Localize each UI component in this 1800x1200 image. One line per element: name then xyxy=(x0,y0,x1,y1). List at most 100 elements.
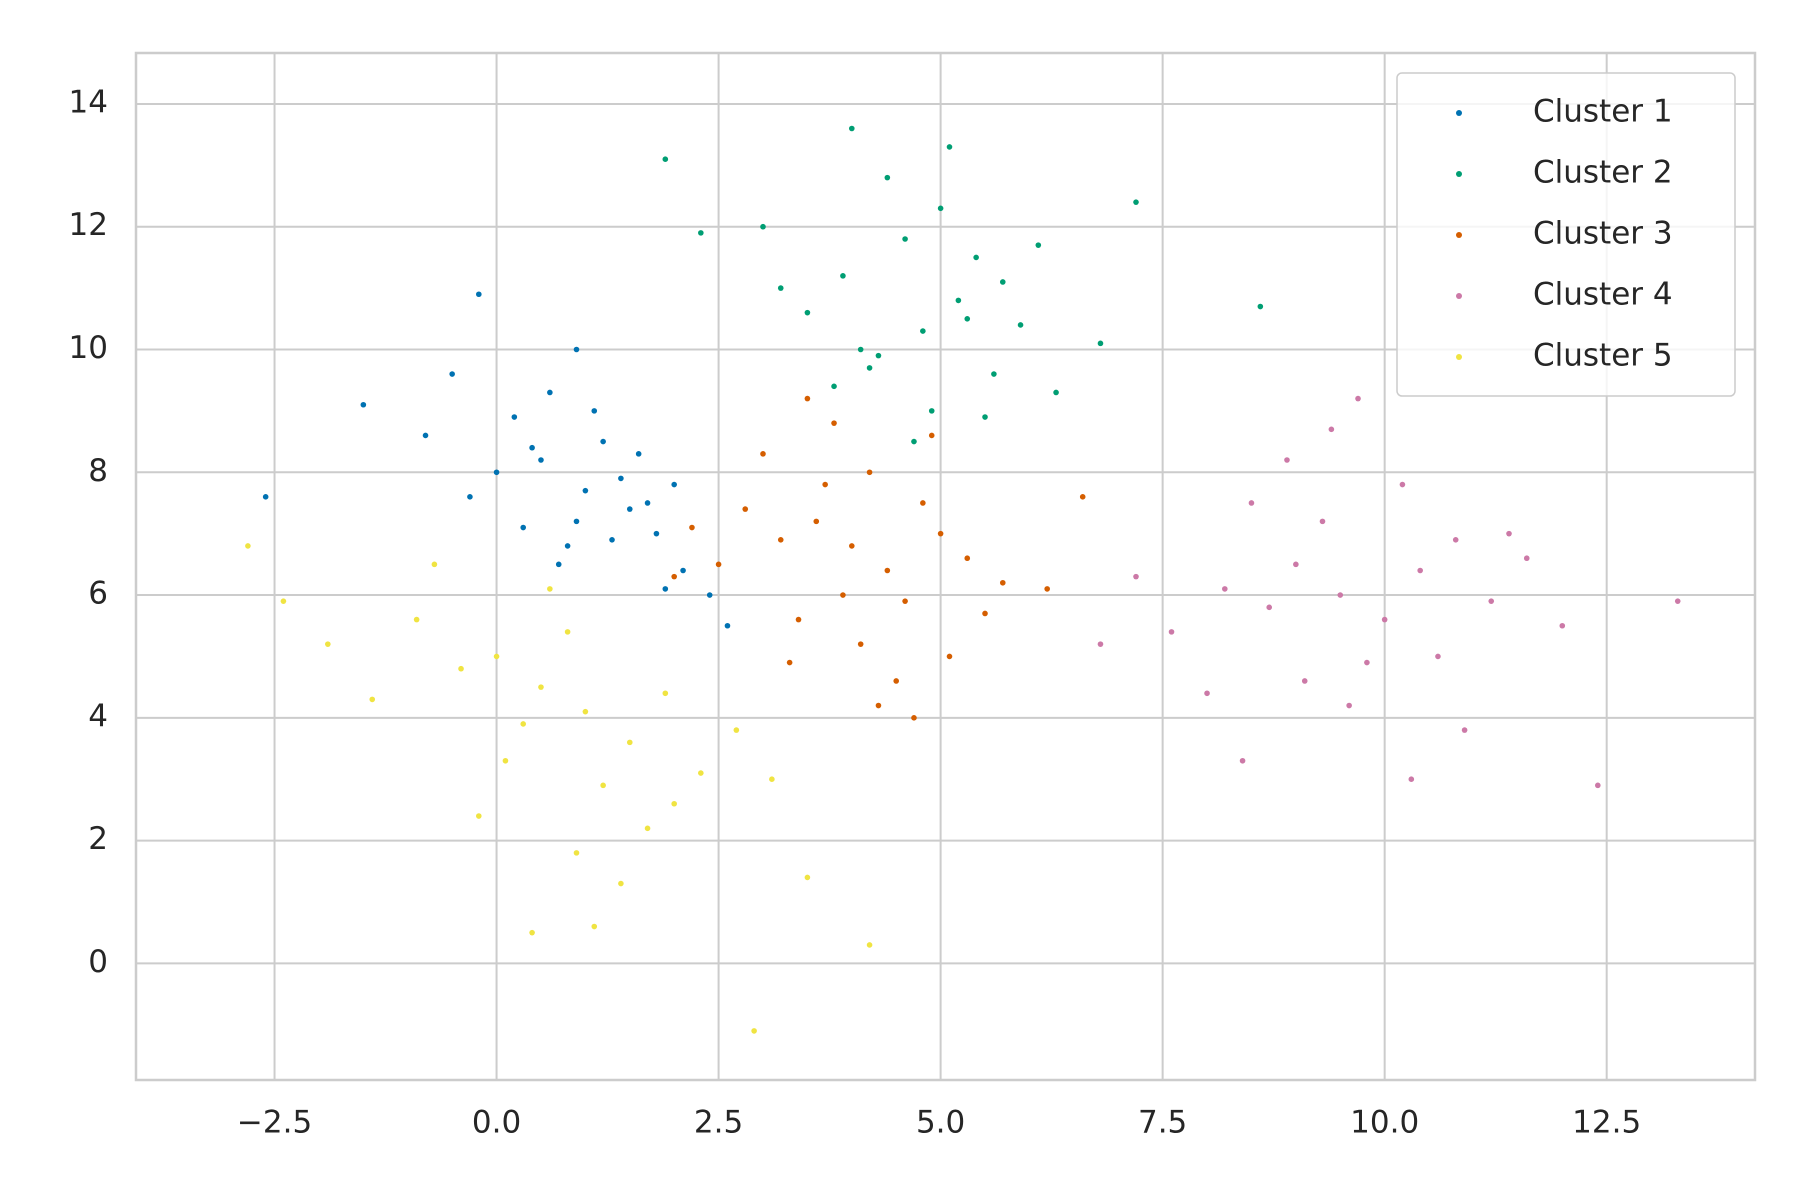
series xyxy=(671,395,1086,721)
point xyxy=(573,518,580,525)
point xyxy=(1017,322,1024,328)
point xyxy=(1559,622,1566,629)
point xyxy=(1488,598,1495,604)
point xyxy=(937,530,944,537)
point xyxy=(946,653,953,660)
point xyxy=(875,702,882,709)
point xyxy=(591,923,598,930)
point xyxy=(1168,629,1175,635)
point xyxy=(1053,389,1059,396)
point xyxy=(662,156,669,162)
point xyxy=(573,346,580,353)
point xyxy=(467,494,473,500)
point xyxy=(724,622,731,629)
point xyxy=(1399,481,1406,488)
point xyxy=(902,236,908,242)
x-tick-label: 7.5 xyxy=(1138,1105,1187,1141)
point xyxy=(973,254,979,261)
point xyxy=(999,279,1006,285)
point xyxy=(1355,395,1361,402)
point xyxy=(866,365,873,371)
point xyxy=(1204,690,1210,697)
point xyxy=(458,665,464,672)
point xyxy=(982,414,988,420)
point xyxy=(626,506,633,512)
point xyxy=(999,579,1006,586)
point xyxy=(1346,702,1352,709)
point xyxy=(547,389,553,396)
point xyxy=(884,567,891,574)
point xyxy=(946,144,953,150)
point xyxy=(1364,659,1370,666)
point xyxy=(520,524,527,531)
point xyxy=(964,555,971,562)
y-tick-label: 2 xyxy=(88,821,108,857)
point xyxy=(618,880,624,887)
point xyxy=(671,800,677,807)
point xyxy=(1595,782,1601,789)
x-tick-label: 0.0 xyxy=(472,1105,521,1141)
point xyxy=(866,469,873,476)
point xyxy=(1248,500,1255,506)
point xyxy=(840,273,846,279)
point xyxy=(591,408,598,414)
point xyxy=(857,641,864,647)
point xyxy=(840,592,846,598)
point xyxy=(777,536,784,543)
point xyxy=(626,739,633,746)
point xyxy=(866,942,873,948)
point xyxy=(831,420,837,426)
point xyxy=(262,494,269,500)
point xyxy=(325,641,331,647)
point xyxy=(582,708,589,715)
point xyxy=(1044,586,1050,592)
point xyxy=(564,629,571,635)
point xyxy=(671,481,677,488)
point xyxy=(1079,494,1086,500)
point xyxy=(538,457,544,463)
point xyxy=(804,395,811,402)
point xyxy=(573,850,580,856)
point xyxy=(493,653,500,660)
point xyxy=(600,438,606,445)
point xyxy=(937,205,944,212)
legend-box xyxy=(1396,72,1736,397)
point xyxy=(760,223,766,230)
point xyxy=(547,586,553,592)
point xyxy=(449,371,455,377)
point xyxy=(1222,586,1228,592)
plot-frame xyxy=(134,51,1757,1082)
point xyxy=(476,291,482,298)
point xyxy=(564,543,571,549)
point xyxy=(431,561,438,568)
point xyxy=(1257,303,1264,310)
point xyxy=(1319,518,1326,525)
point xyxy=(1452,536,1459,543)
point xyxy=(662,586,669,592)
point xyxy=(671,573,677,580)
point xyxy=(1097,641,1104,647)
point xyxy=(928,432,935,439)
point xyxy=(555,561,562,568)
y-tick-label: 8 xyxy=(88,453,108,489)
x-tick-label: 10.0 xyxy=(1350,1105,1419,1141)
point xyxy=(1097,340,1104,347)
point xyxy=(360,401,367,408)
point xyxy=(964,316,971,322)
point xyxy=(644,500,651,506)
y-tick-label: 6 xyxy=(88,576,108,612)
point xyxy=(804,309,811,316)
point xyxy=(733,727,740,733)
point xyxy=(769,776,775,783)
point xyxy=(653,530,660,537)
point xyxy=(831,383,837,390)
point xyxy=(662,690,669,697)
point xyxy=(1506,530,1512,537)
point xyxy=(804,874,811,881)
point xyxy=(955,297,962,304)
series xyxy=(1097,395,1681,789)
point xyxy=(538,684,544,690)
point xyxy=(1328,426,1335,433)
point xyxy=(1035,242,1042,248)
